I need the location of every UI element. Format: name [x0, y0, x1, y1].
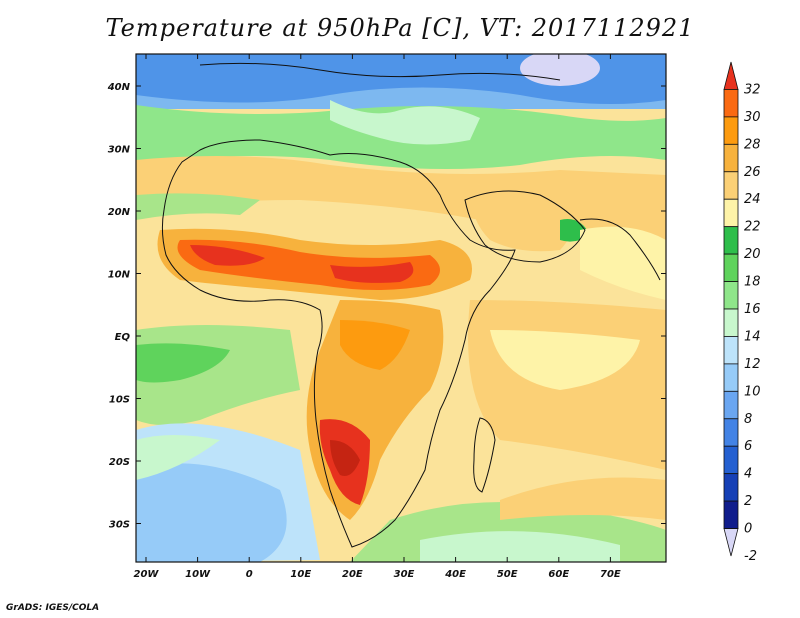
colorbar-label: 8	[744, 412, 752, 427]
colorbar-swatch	[723, 171, 739, 200]
colorbar-label: 24	[744, 192, 761, 207]
x-tick-label: 30E	[394, 569, 415, 580]
map-title: Temperature at 950hPa [C], VT: 201711292…	[105, 14, 695, 42]
colorbar-label: 26	[744, 165, 761, 180]
colorbar-label: 6	[744, 439, 752, 454]
colorbar-label: 0	[744, 522, 752, 537]
y-tick-label: 20N	[108, 207, 131, 218]
x-tick-label: 10W	[185, 569, 211, 580]
colorbar-swatch	[723, 116, 739, 145]
colorbar-label: 32	[744, 82, 761, 97]
coastlines	[161, 62, 661, 548]
y-tick-label: 40N	[107, 82, 131, 93]
colorbar-swatch	[723, 198, 739, 228]
map-frame	[135, 53, 667, 563]
colorbar-label: 30	[744, 110, 761, 125]
colorbar-swatch	[723, 143, 739, 173]
x-tick-label: 20E	[342, 569, 363, 580]
colorbar-label: 14	[744, 329, 761, 344]
x-tick-label: 50E	[497, 569, 518, 580]
colorbar-label: 12	[744, 357, 761, 372]
colorbar-swatch	[723, 363, 739, 392]
colorbar-label: 28	[744, 137, 761, 152]
colorbar-swatch	[723, 500, 739, 529]
x-tick-label: 20W	[134, 569, 160, 580]
y-tick-label: 30N	[108, 145, 131, 156]
temperature-field	[136, 54, 666, 562]
colorbar-label: 4	[744, 467, 752, 482]
colorbar-label: 10	[744, 384, 761, 399]
colorbar-swatch	[723, 336, 739, 365]
y-axis: 40N 30N 20N 10N EQ 10S 20S 30S	[107, 82, 666, 531]
y-tick-label: 20S	[109, 457, 130, 468]
x-tick-label: 0	[246, 569, 253, 580]
credit-label: GrADS: IGES/COLA	[6, 603, 100, 613]
y-tick-label: EQ	[115, 332, 131, 343]
y-tick-label: 30S	[109, 520, 130, 531]
colorbar-label: 2	[744, 494, 752, 509]
x-tick-label: 70E	[600, 569, 621, 580]
colorbar-swatch	[723, 473, 739, 502]
colorbar-swatch	[723, 445, 739, 475]
x-tick-label: 10E	[290, 569, 311, 580]
y-tick-label: 10N	[108, 270, 131, 281]
colorbar-swatch	[723, 390, 739, 420]
x-axis: 20W 10W 0 10E 20E 30E 40E 50E 60E 70E	[134, 54, 621, 580]
colorbar-swatch	[723, 253, 739, 282]
y-tick-label: 10S	[109, 395, 130, 406]
colorbar-label: 22	[744, 220, 761, 235]
colorbar-label: 20	[744, 247, 761, 262]
colorbar-swatch	[723, 226, 739, 255]
colorbar-swatch	[723, 308, 739, 337]
colorbar-label: 16	[744, 302, 761, 317]
colorbar-swatch	[723, 61, 739, 90]
colorbar-swatch	[723, 89, 739, 118]
colorbar-label: 18	[744, 275, 761, 290]
colorbar-swatch	[723, 281, 739, 310]
x-tick-label: 60E	[548, 569, 569, 580]
colorbar-swatch	[723, 528, 739, 557]
colorbar-label: -2	[744, 549, 757, 564]
x-tick-label: 40E	[444, 569, 466, 580]
colorbar-swatch	[723, 418, 739, 447]
